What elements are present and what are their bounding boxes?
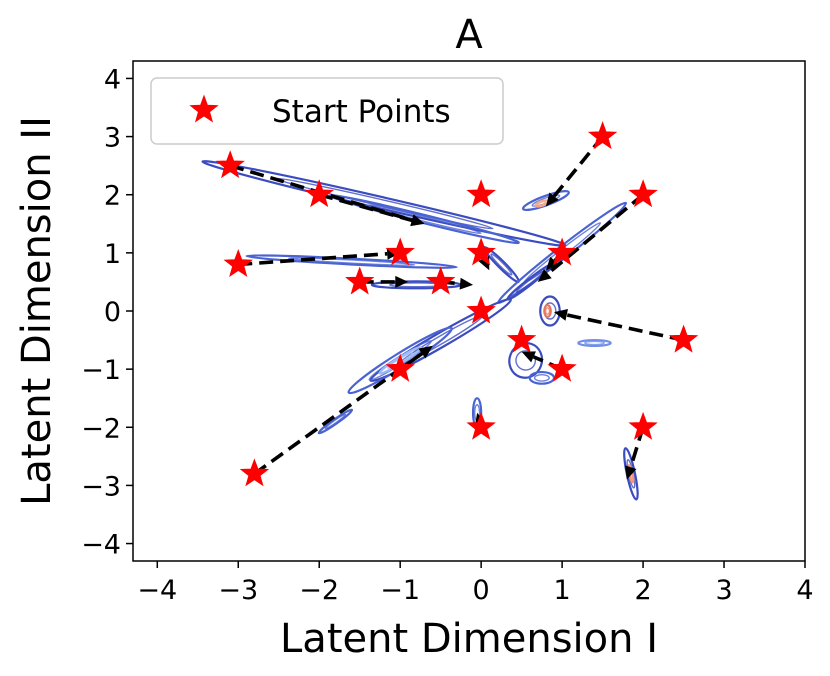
x-tick-label: 1 [554, 575, 571, 606]
trajectory-arrowhead [459, 277, 474, 290]
x-tick-label: 2 [634, 575, 651, 606]
density-contour [577, 338, 612, 347]
trajectory-arrow [318, 192, 413, 223]
trajectory-arrowhead [624, 465, 637, 480]
y-axis-ticks: −4 −3 −2 −1 0 1 2 3 4 [81, 64, 133, 561]
trajectory-arrowhead [410, 214, 425, 227]
density-contour-inner [544, 307, 551, 315]
trajectory-arrowhead [545, 256, 560, 271]
start-point-star [215, 150, 245, 179]
start-point-star [239, 458, 270, 487]
density-contour-inner [324, 413, 347, 430]
y-tick-label: −2 [81, 413, 121, 444]
start-point-star [628, 179, 658, 208]
y-tick-label: −4 [81, 530, 121, 561]
start-point-star [628, 411, 658, 440]
start-point-star [385, 353, 415, 382]
x-axis-label: Latent Dimension I [280, 616, 658, 662]
y-tick-label: 4 [104, 64, 121, 95]
start-point-star [223, 249, 253, 277]
trajectory-arrow [238, 251, 388, 267]
x-tick-label: −1 [380, 575, 420, 606]
density-contour [508, 342, 544, 379]
density-contour-inner [515, 350, 537, 371]
x-tick-label: −3 [218, 575, 258, 606]
start-point-star [466, 237, 496, 266]
x-tick-label: 4 [796, 575, 813, 606]
start-point-star [385, 237, 415, 266]
density-contour-inner [533, 373, 550, 382]
trajectory-arrowhead [554, 309, 568, 321]
legend-star [189, 94, 219, 123]
x-tick-label: 3 [715, 575, 732, 606]
start-point-star [425, 266, 456, 295]
y-tick-label: 2 [104, 181, 121, 212]
trajectory-arrow [566, 313, 684, 342]
density-contour-inner [490, 253, 513, 276]
y-axis-label: Latent Dimension II [14, 116, 60, 506]
start-points [215, 121, 699, 487]
chart-title: A [455, 12, 483, 58]
y-tick-label: 0 [104, 297, 121, 328]
trajectory-arrowhead [521, 351, 536, 363]
start-point-star [466, 179, 496, 208]
density-contour-inner [367, 204, 482, 235]
density-contour [245, 254, 458, 269]
y-tick-label: 1 [104, 239, 121, 270]
start-point-star [345, 266, 375, 295]
trajectory-arrowhead [545, 192, 559, 207]
density-contour-inner [584, 340, 605, 346]
y-tick-label: 3 [104, 123, 121, 154]
legend-box [150, 77, 504, 145]
density-contour [317, 408, 354, 435]
legend-label: Start Points [272, 94, 451, 130]
density-contours [201, 160, 639, 501]
density-contour-inner [537, 200, 547, 206]
y-tick-label: −1 [81, 355, 121, 386]
density-contour [201, 160, 567, 247]
start-point-star [587, 121, 618, 150]
start-point-star [304, 179, 334, 208]
start-point-star [668, 324, 699, 353]
trajectory-arrowhead [395, 275, 409, 288]
y-tick-label: −3 [81, 471, 121, 502]
legend: Start Points [150, 77, 504, 145]
trajectory-arrowhead [537, 269, 552, 282]
density-contour-inner [287, 257, 416, 266]
x-axis-ticks: −4 −3 −2 −1 0 1 2 3 4 [137, 561, 814, 606]
start-point-star [547, 353, 577, 382]
trajectory-arrowhead [418, 345, 433, 359]
density-contour [543, 304, 552, 318]
density-contour [528, 370, 556, 385]
x-tick-label: −2 [299, 575, 339, 606]
legend-star-icon [189, 94, 219, 123]
start-point-star [506, 324, 537, 353]
start-point-star [547, 237, 577, 266]
x-tick-label: 0 [473, 575, 490, 606]
start-point-star [466, 295, 496, 324]
start-point-star [466, 411, 496, 440]
x-tick-label: −4 [137, 575, 177, 606]
